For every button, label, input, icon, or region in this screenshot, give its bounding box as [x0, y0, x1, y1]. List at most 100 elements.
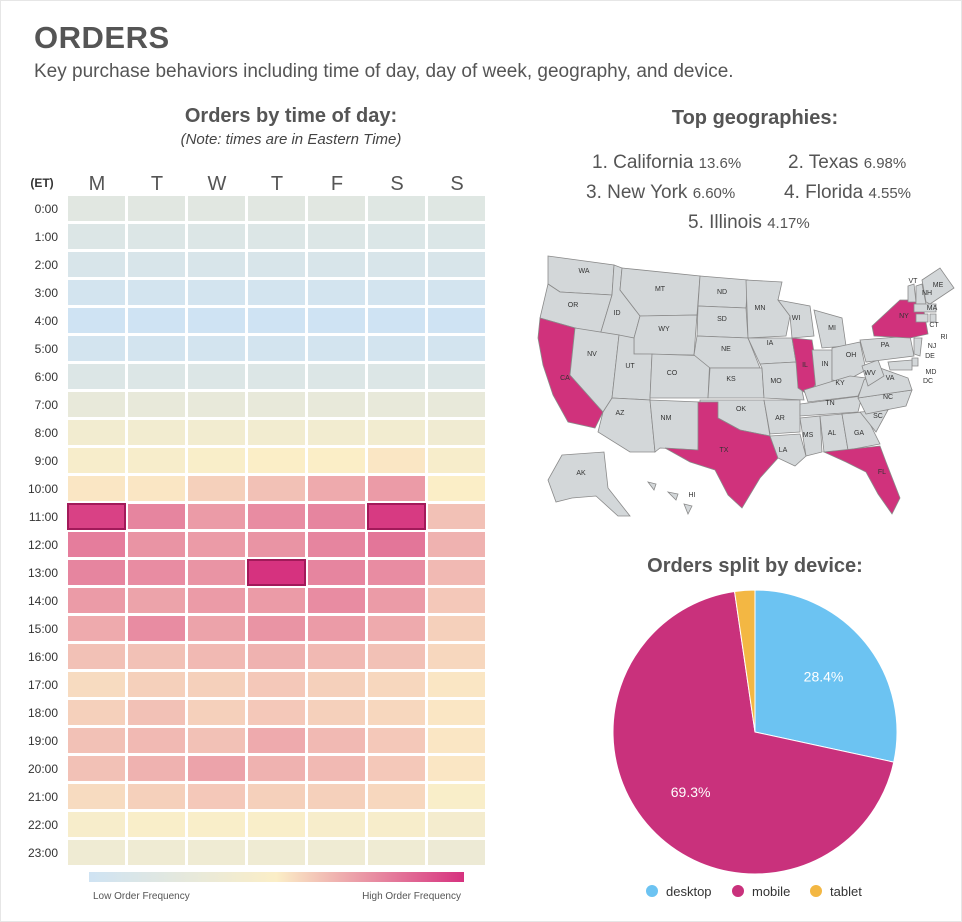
heatmap-cell — [428, 420, 485, 445]
state-nm — [649, 399, 701, 453]
state-label: NM — [661, 415, 672, 422]
heatmap-cell — [368, 560, 425, 585]
heatmap-day-label: T — [271, 173, 283, 195]
heatmap-cell — [188, 224, 245, 249]
heatmap-cell — [428, 756, 485, 781]
heatmap-cell — [368, 784, 425, 809]
heatmap-cell — [128, 728, 185, 753]
heatmap-cell — [128, 644, 185, 669]
geo-item-5: 5. Illinois 4.17% — [688, 212, 810, 234]
heatmap-cell — [308, 560, 365, 585]
heatmap-cell — [128, 532, 185, 557]
heatmap-cell — [128, 308, 185, 333]
state-label: NE — [721, 346, 731, 353]
heatmap-cell — [68, 588, 125, 613]
heatmap-cell — [368, 532, 425, 557]
heatmap-cell — [188, 588, 245, 613]
heatmap-cell — [308, 336, 365, 361]
heatmap-cell — [428, 224, 485, 249]
heatmap-cell — [128, 700, 185, 725]
heatmap-cell — [308, 280, 365, 305]
us-states-map: WA OR CA ID NV MT WY UT AZ CO NM ND SD NE KS OK TX MN IA MO… — [537, 255, 955, 517]
heatmap-cell — [368, 280, 425, 305]
heatmap-cell — [248, 476, 305, 501]
heatmap-cell — [368, 644, 425, 669]
heatmap-cell — [428, 588, 485, 613]
heatmap-cell — [68, 280, 125, 305]
heatmap-cell — [428, 840, 485, 865]
heatmap-cell — [68, 308, 125, 333]
legend-low-label: Low Order Frequency — [93, 891, 190, 902]
heatmap-cell — [188, 700, 245, 725]
heatmap-cell — [128, 560, 185, 585]
heatmap-hour-label: 16:00 — [28, 650, 58, 664]
heatmap-cell — [128, 420, 185, 445]
heatmap-cell — [428, 504, 485, 529]
heatmap-cell — [428, 308, 485, 333]
heatmap-cell — [128, 812, 185, 837]
state-ks — [707, 367, 765, 399]
heatmap-cell — [248, 252, 305, 277]
state-ga — [841, 411, 881, 451]
state-label: MT — [655, 286, 666, 293]
legend-label-desktop: desktop — [666, 884, 712, 899]
geo-item-4: 4. Florida 4.55% — [784, 182, 911, 204]
heatmap-hour-label: 18:00 — [28, 706, 58, 720]
heatmap-cell — [308, 616, 365, 641]
state-label: ND — [717, 289, 727, 296]
geo-item-pct: 4.17% — [767, 215, 810, 232]
geo-item-label: 1. California — [592, 152, 694, 173]
state-label: CO — [667, 370, 678, 377]
state-wv — [861, 359, 885, 387]
heatmap-cell — [368, 420, 425, 445]
heatmap-cell — [428, 784, 485, 809]
heatmap-cell — [128, 840, 185, 865]
state-az — [597, 397, 656, 453]
heatmap-cell — [248, 532, 305, 557]
heatmap-cell — [368, 364, 425, 389]
heatmap-cell — [428, 280, 485, 305]
geo-item-label: 2. Texas — [788, 152, 859, 173]
state-label: VT — [909, 278, 919, 285]
heatmap-cell — [68, 392, 125, 417]
heatmap-hour-label: 8:00 — [35, 426, 59, 440]
heatmap-cell — [188, 728, 245, 753]
heatmap-cell — [128, 336, 185, 361]
heatmap-hour-label: 6:00 — [35, 370, 59, 384]
heatmap-cell — [308, 476, 365, 501]
heatmap-hour-label: 22:00 — [28, 818, 58, 832]
state-mo — [759, 361, 805, 401]
state-hi — [647, 481, 693, 515]
heatmap-cell — [428, 476, 485, 501]
heatmap-cell — [308, 308, 365, 333]
heatmap-cell — [308, 224, 365, 249]
heatmap-day-label: W — [208, 173, 227, 195]
heatmap-hour-label: 20:00 — [28, 762, 58, 776]
state-label: DC — [923, 378, 933, 385]
state-label: SD — [717, 316, 727, 323]
legend-gradient-bar — [89, 872, 464, 882]
state-label: VA — [886, 375, 895, 382]
legend-label-mobile: mobile — [752, 884, 790, 899]
heatmap-chart: (ET) M T W T F S S 0:00 1:00 2:00 3:00 4:00 5:00 6:0… — [28, 173, 485, 902]
state-label: ME — [933, 282, 944, 289]
heatmap-cell — [68, 364, 125, 389]
state-label: AL — [828, 430, 837, 437]
heatmap-cell — [128, 672, 185, 697]
geo-title: Top geographies: — [671, 107, 839, 129]
state-label: ID — [614, 310, 621, 317]
state-label: MI — [828, 325, 836, 332]
heatmap-cell — [188, 308, 245, 333]
heatmap-cell — [188, 420, 245, 445]
heatmap-cell — [188, 196, 245, 221]
heatmap-cell — [428, 812, 485, 837]
heatmap-cell — [368, 588, 425, 613]
state-label: HI — [689, 492, 696, 499]
state-label: DE — [925, 353, 935, 360]
heatmap-cell — [248, 784, 305, 809]
state-oh — [831, 341, 867, 383]
pie-label: 28.4% — [804, 669, 844, 685]
geo-item-1: 1. California 13.6% — [592, 152, 741, 174]
heatmap-cell — [428, 532, 485, 557]
state-label: SC — [873, 413, 883, 420]
